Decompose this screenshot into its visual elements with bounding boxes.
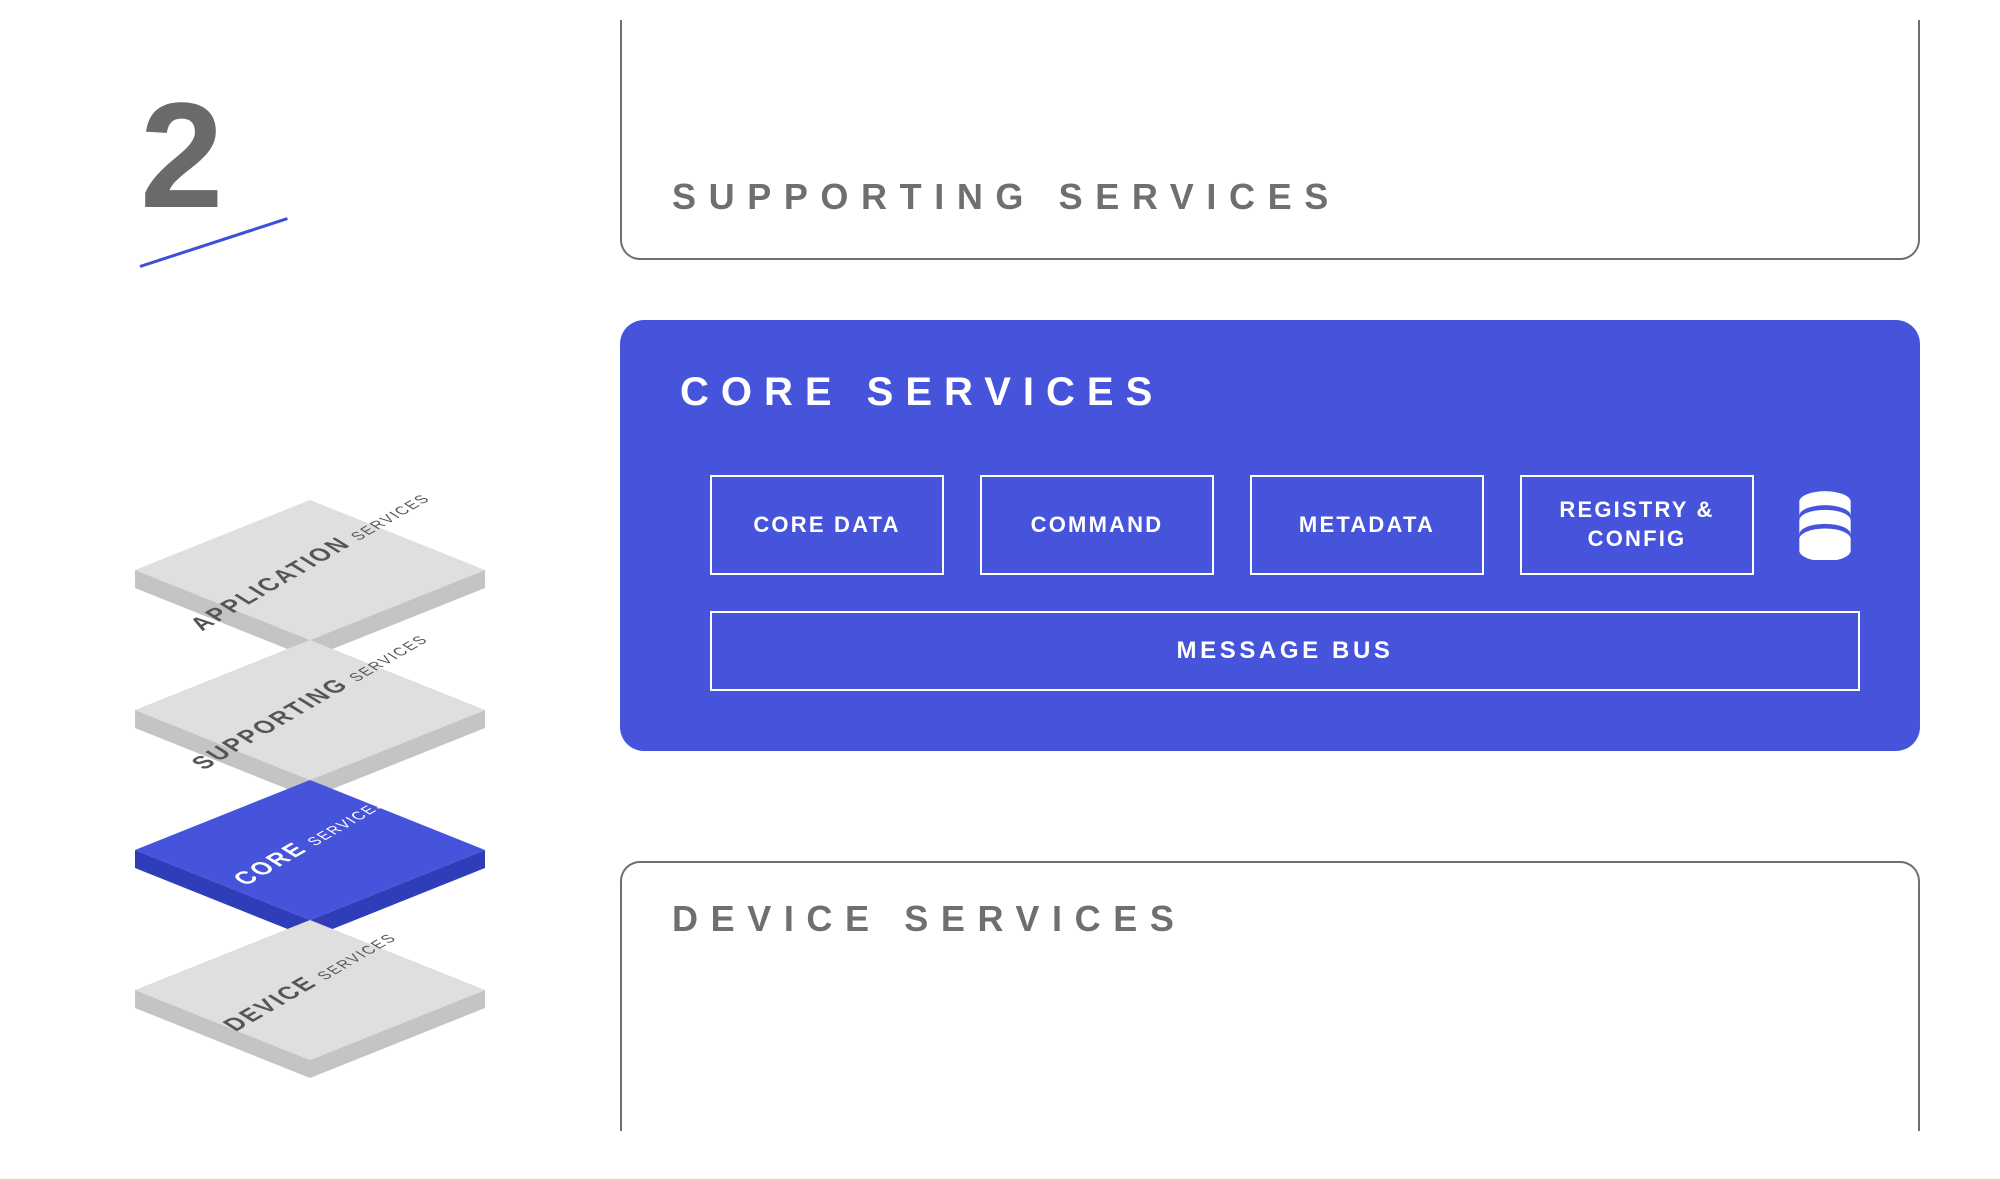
core-services-box: CORE SERVICES CORE DATA COMMAND METADATA… bbox=[620, 320, 1920, 751]
iso-layer-device: DEVICE SERVICES bbox=[125, 880, 495, 1080]
core-services-row: CORE DATA COMMAND METADATA REGISTRY & CO… bbox=[680, 475, 1860, 575]
diagram-container: 2 APPLICATION SERVICESSUPPORTING SERVICE… bbox=[0, 0, 2000, 1179]
device-services-title: DEVICE SERVICES bbox=[672, 898, 1186, 940]
supporting-services-box: SUPPORTING SERVICES bbox=[620, 20, 1920, 260]
step-number: 2 bbox=[140, 80, 223, 230]
core-cell-core-data: CORE DATA bbox=[710, 475, 944, 575]
connector-bar bbox=[1000, 751, 1540, 861]
right-panel: SUPPORTING SERVICES CORE SERVICES CORE D… bbox=[540, 20, 1960, 1179]
supporting-services-title: SUPPORTING SERVICES bbox=[672, 176, 1341, 218]
device-services-box: DEVICE SERVICES bbox=[620, 861, 1920, 1131]
message-bus-cell: MESSAGE BUS bbox=[710, 611, 1860, 691]
core-services-title: CORE SERVICES bbox=[680, 370, 1860, 415]
core-cell-command: COMMAND bbox=[980, 475, 1214, 575]
core-cell-metadata: METADATA bbox=[1250, 475, 1484, 575]
isometric-stack: APPLICATION SERVICESSUPPORTING SERVICESC… bbox=[80, 460, 540, 1080]
left-panel: 2 APPLICATION SERVICESSUPPORTING SERVICE… bbox=[80, 20, 540, 1179]
core-cell-registry-config: REGISTRY & CONFIG bbox=[1520, 475, 1754, 575]
database-icon bbox=[1790, 490, 1860, 560]
